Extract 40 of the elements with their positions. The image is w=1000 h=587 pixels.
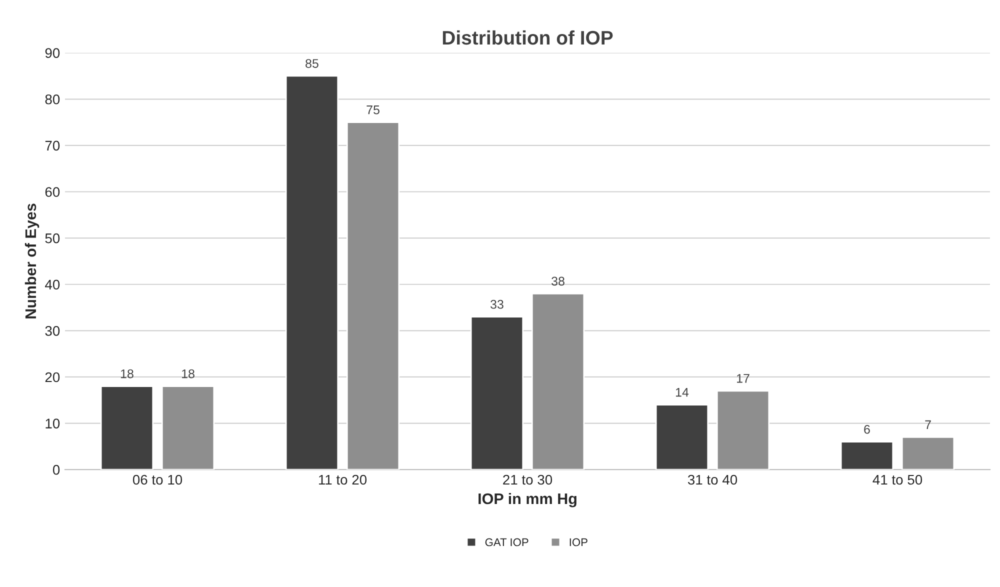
y-tick-label: 60 [45,187,60,197]
y-tick-label: 90 [45,48,60,58]
legend-label: IOP [570,538,588,546]
data-label: 75 [366,106,380,114]
data-label: 38 [552,276,564,286]
data-label: 6 [864,424,870,434]
data-label: 14 [676,388,689,397]
x-tick-label: 41 to 50 [872,474,922,485]
data-label: 7 [925,420,931,430]
bar [655,404,709,470]
y-tick-label: 20 [45,372,60,382]
bar [716,390,770,470]
y-tick-label: 80 [45,94,60,104]
x-tick-label: 21 to 30 [503,474,552,485]
y-axis-title: Number of Eyes [24,204,40,318]
data-label: 18 [120,369,134,378]
bar [100,386,154,470]
bar [161,386,215,470]
chart-title: Distribution of IOP [442,30,613,45]
y-tick-label: 40 [45,280,60,290]
bar [285,75,339,470]
x-axis-title: IOP in mm Hg [478,492,576,508]
y-tick-label: 10 [46,418,60,428]
x-tick-label: 11 to 20 [318,474,367,485]
y-tick-label: 50 [45,233,60,244]
bar [470,316,524,470]
bar [901,436,955,470]
bar [531,292,585,470]
legend-label: GAT IOP [485,538,528,546]
y-tick-label: 30 [45,326,60,336]
data-label: 85 [306,59,318,68]
y-tick-label: 70 [45,140,60,151]
bar [840,441,894,470]
y-tick-label: 0 [52,464,60,475]
x-tick-label: 31 to 40 [688,474,738,485]
data-label: 33 [490,300,504,309]
data-label: 18 [182,369,194,378]
x-tick-label: 06 to 10 [132,474,182,485]
bar [346,122,400,470]
data-label: 17 [737,374,750,383]
